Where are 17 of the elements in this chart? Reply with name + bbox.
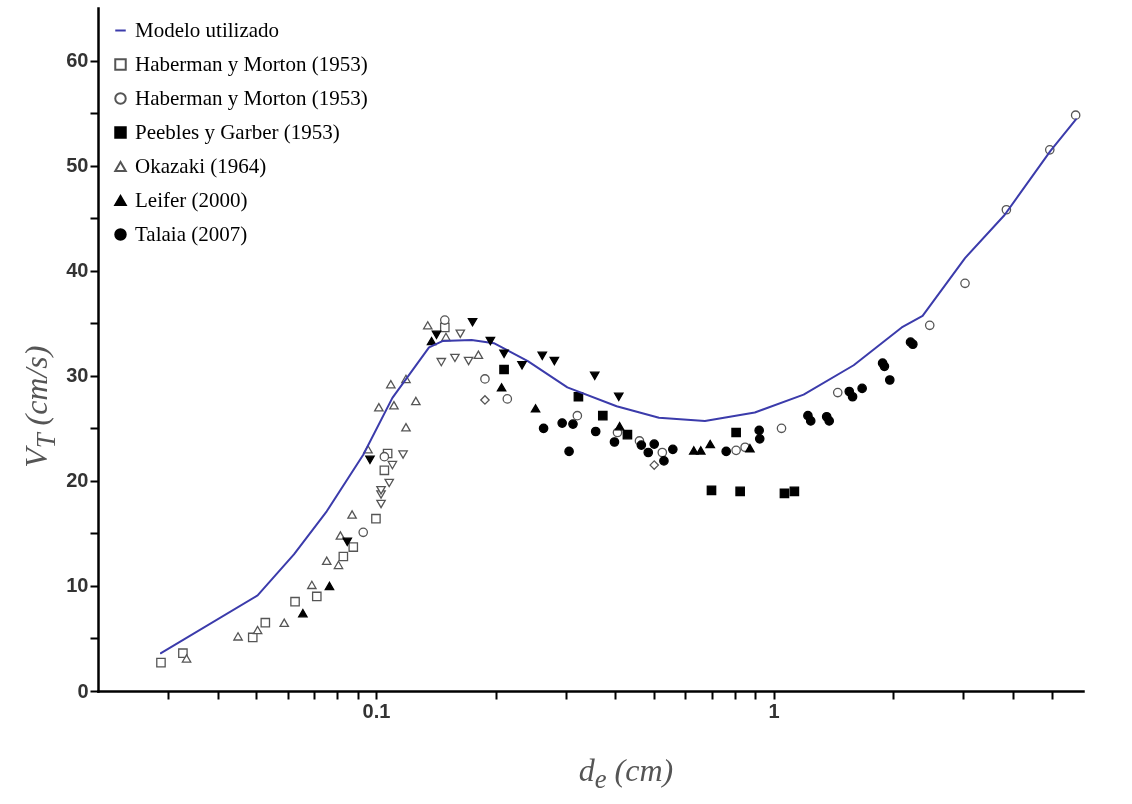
y-tick-label: 40 bbox=[66, 259, 89, 282]
legend-label: Haberman y Morton (1953) bbox=[135, 51, 368, 76]
x-axis-title: d$_{e}$ (cm) bbox=[577, 752, 675, 796]
y-tick-label: 10 bbox=[66, 574, 89, 597]
legend-label: Peebles y Garber (1953) bbox=[135, 119, 340, 144]
legend-label: Leifer (2000) bbox=[135, 187, 248, 212]
legend-label: Talaia (2007) bbox=[135, 221, 248, 246]
x-tick-label: 0.1 bbox=[362, 699, 391, 722]
y-tick-label: 50 bbox=[66, 154, 89, 177]
y-tick-label: 20 bbox=[66, 469, 89, 492]
legend-label: Modelo utilizado bbox=[135, 17, 280, 42]
y-tick-label: 60 bbox=[66, 49, 89, 72]
y-tick-label: 0 bbox=[77, 679, 89, 702]
y-tick-label: 30 bbox=[66, 364, 89, 387]
legend-label: Okazaki (1964) bbox=[135, 153, 267, 178]
legend-label: Haberman y Morton (1953) bbox=[135, 85, 368, 110]
x-tick-label: 1 bbox=[768, 699, 780, 722]
